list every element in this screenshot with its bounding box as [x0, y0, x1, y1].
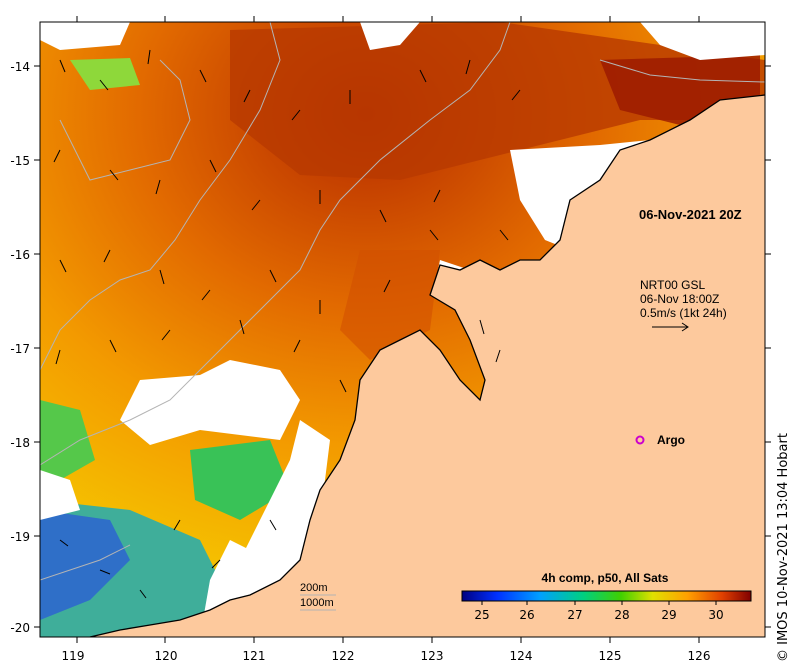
current-scale-label: 0.5m/s (1kt 24h): [640, 306, 727, 320]
lat-tick-label: -15: [10, 154, 30, 168]
contour-1000-label: 1000m: [300, 597, 334, 609]
current-scale-arrow: [652, 322, 689, 332]
colorbar-tick-label: 28: [614, 608, 629, 622]
colorbar-title: 4h comp, p50, All Sats: [542, 571, 669, 585]
argo-float-marker: [635, 435, 645, 445]
colorbar-gradient: [461, 590, 752, 602]
colorbar: 4h comp, p50, All Sats 25 26 27 28 29 30: [461, 571, 752, 622]
latitude-labels: -14 -15 -16 -17 -18 -19 -20: [10, 60, 30, 635]
lat-tick-label: -20: [10, 621, 30, 635]
bathymetry-contours: [40, 22, 765, 581]
argo-label: Argo: [657, 433, 685, 447]
sst-green-patch-west: [40, 400, 95, 480]
colorbar-tick-label: 30: [708, 608, 723, 622]
lon-tick-label: 122: [332, 649, 355, 663]
colorbar-tick-label: 29: [661, 608, 676, 622]
longitude-labels: 119 120 121 122 123 124 125 126: [62, 649, 711, 663]
date-label: 06-Nov-2021 20Z: [639, 207, 742, 222]
land: [90, 95, 765, 637]
lon-tick-label: 125: [599, 649, 622, 663]
axis-ticks: [34, 16, 771, 643]
sst-green-patch: [190, 440, 290, 520]
lat-tick-label: -18: [10, 436, 30, 450]
lon-tick-label: 121: [243, 649, 266, 663]
colorbar-tick-label: 25: [474, 608, 489, 622]
colorbar-tick-label: 27: [567, 608, 582, 622]
contour-200-label: 200m: [300, 582, 328, 594]
colorbar-tick-label: 26: [519, 608, 534, 622]
coastline: [89, 94, 765, 637]
lat-tick-label: -17: [10, 342, 30, 356]
lon-tick-label: 126: [688, 649, 711, 663]
lon-tick-label: 123: [421, 649, 444, 663]
lat-tick-label: -16: [10, 248, 30, 262]
current-source-label: NRT00 GSL: [640, 278, 705, 292]
plot-frame: [39, 21, 766, 638]
lon-tick-label: 124: [510, 649, 533, 663]
lat-tick-label: -14: [10, 60, 30, 74]
imos-credit: © IMOS 10-Nov-2021 13:04 Hobart: [776, 433, 791, 662]
colorbar-ticks: [481, 601, 717, 605]
lon-tick-label: 119: [62, 649, 85, 663]
current-time-label: 06-Nov 18:00Z: [640, 292, 719, 306]
lat-tick-label: -19: [10, 530, 30, 544]
current-vectors: [53, 49, 521, 599]
lon-tick-label: 120: [155, 649, 178, 663]
sst-green-patch-north: [70, 58, 140, 90]
